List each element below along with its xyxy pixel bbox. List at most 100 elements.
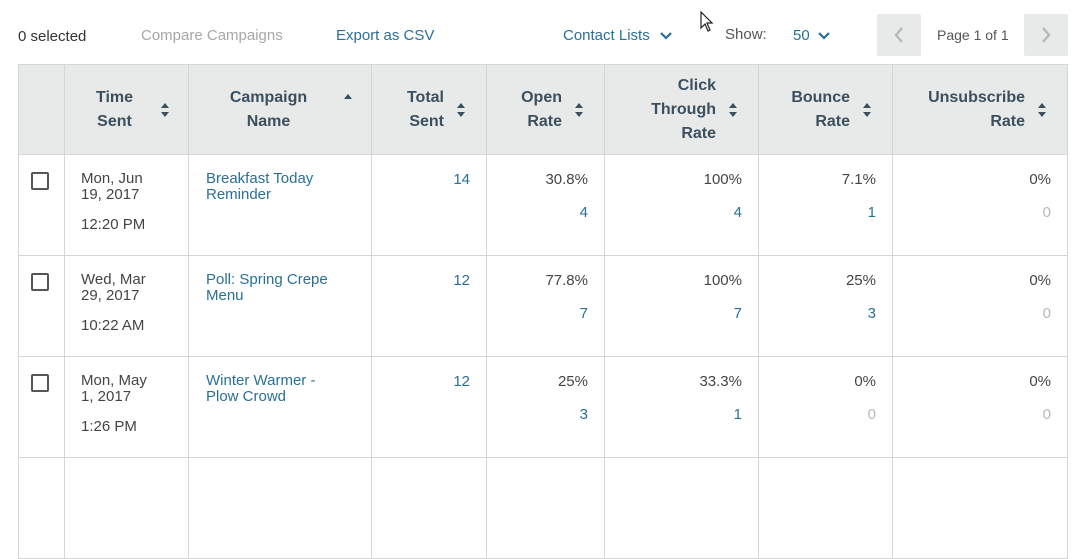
sort-icon (161, 102, 169, 117)
open-rate-value: 25% (557, 373, 588, 390)
campaign-name-cell: Poll: Spring Crepe Menu (188, 255, 372, 357)
table-cell (371, 457, 487, 559)
header-line: Rate (990, 112, 1025, 130)
table-header-row: Time Sent Campaign Name (18, 64, 1068, 155)
campaign-name-line: Poll: Spring Crepe (206, 271, 328, 288)
sort-icon (457, 102, 465, 117)
column-header-total-sent[interactable]: Total Sent (371, 64, 487, 155)
column-header-label: Campaign Name (206, 86, 331, 134)
bounce-count-link[interactable]: 3 (867, 305, 876, 322)
sent-date-line: Mon, Jun (81, 170, 143, 187)
column-header-bounce-rate[interactable]: Bounce Rate (758, 64, 893, 155)
table-cell (604, 457, 759, 559)
total-sent-link[interactable]: 14 (453, 171, 470, 188)
click-rate-value: 100% (703, 171, 742, 188)
unsubscribe-rate-value: 0% (1029, 373, 1051, 390)
column-header-campaign-name[interactable]: Campaign Name (188, 64, 372, 155)
column-header-unsubscribe-rate[interactable]: Unsubscribe Rate (892, 64, 1068, 155)
column-header-time-sent[interactable]: Time Sent (64, 64, 189, 155)
table-row: Mon, Jun 19, 2017 12:20 PM Breakfast Tod… (18, 154, 1068, 256)
previous-page-button[interactable] (877, 14, 921, 56)
header-line: Time (95, 88, 134, 106)
open-rate-value: 30.8% (545, 171, 588, 188)
campaign-link[interactable]: Poll: Spring Crepe Menu (189, 256, 371, 304)
unsubscribe-rate-cell: 0% 0 (892, 356, 1068, 458)
row-checkbox[interactable] (31, 374, 49, 392)
click-count-link[interactable]: 1 (733, 406, 742, 423)
table-cell (188, 457, 372, 559)
column-header-label: Total Sent (384, 86, 444, 134)
bounce-count: 0 (867, 406, 876, 423)
select-cell (18, 255, 65, 357)
chevron-right-icon (1042, 27, 1051, 43)
header-line: Sent (97, 112, 132, 130)
show-label: Show: (725, 26, 767, 43)
bounce-rate-cell: 7.1% 1 (758, 154, 893, 256)
column-header-label: Bounce Rate (771, 86, 850, 134)
total-sent-link[interactable]: 12 (453, 272, 470, 289)
campaign-report-table: Time Sent Campaign Name (18, 64, 1068, 559)
campaign-name-cell: Breakfast Today Reminder (188, 154, 372, 256)
show-count-dropdown[interactable]: 50 (793, 27, 830, 45)
sort-icon (575, 102, 583, 117)
total-sent-cell: 14 (371, 154, 487, 256)
unsubscribe-rate-cell: 0% 0 (892, 255, 1068, 357)
campaign-name-cell: Winter Warmer - Plow Crowd (188, 356, 372, 458)
campaign-name-line: Breakfast Today (206, 170, 314, 187)
unsubscribe-count: 0 (1042, 305, 1051, 322)
table-row: Wed, Mar 29, 2017 10:22 AM Poll: Spring … (18, 255, 1068, 357)
sent-time: 12:20 PM (81, 216, 146, 233)
contact-lists-dropdown[interactable]: Contact Lists (563, 27, 672, 45)
open-count-link[interactable]: 7 (579, 305, 588, 322)
bounce-rate-value: 25% (845, 272, 876, 289)
campaign-link[interactable]: Breakfast Today Reminder (189, 155, 371, 203)
unsubscribe-rate-cell: 0% 0 (892, 154, 1068, 256)
open-count-link[interactable]: 3 (579, 406, 588, 423)
column-header-label: Unsubscribe Rate (905, 86, 1025, 134)
column-header-click-through-rate[interactable]: Click Through Rate (604, 64, 759, 155)
total-sent-link[interactable]: 12 (453, 373, 470, 390)
mouse-cursor-icon (700, 11, 714, 32)
click-count-link[interactable]: 4 (733, 204, 742, 221)
sent-date-line: 29, 2017 (81, 287, 140, 304)
table-cell (64, 457, 189, 559)
row-checkbox[interactable] (31, 273, 49, 291)
next-page-button[interactable] (1024, 14, 1068, 56)
chevron-down-icon (818, 32, 830, 40)
contact-lists-label: Contact Lists (563, 27, 650, 44)
sort-icon (729, 102, 737, 117)
open-count-link[interactable]: 4 (579, 204, 588, 221)
table-row (18, 457, 1068, 559)
sent-date-line: Wed, Mar (81, 271, 146, 288)
campaign-name-line: Reminder (206, 186, 272, 203)
time-sent-cell: Wed, Mar 29, 2017 10:22 AM (64, 255, 189, 357)
bounce-rate-value: 0% (854, 373, 876, 390)
click-rate-value: 100% (703, 272, 742, 289)
click-count-link[interactable]: 7 (733, 305, 742, 322)
table-cell (892, 457, 1068, 559)
sort-icon (863, 102, 871, 117)
sort-icon (1038, 102, 1046, 117)
sent-date-line: 1, 2017 (81, 388, 132, 405)
table-row: Mon, May 1, 2017 1:26 PM Winter Warmer -… (18, 356, 1068, 458)
export-csv-button[interactable]: Export as CSV (336, 27, 435, 44)
column-header-open-rate[interactable]: Open Rate (486, 64, 605, 155)
open-rate-cell: 25% 3 (486, 356, 605, 458)
header-line: Rate (527, 112, 562, 130)
header-line: Bounce (791, 88, 850, 106)
header-line: Through (651, 100, 716, 118)
campaign-link[interactable]: Winter Warmer - Plow Crowd (189, 357, 371, 405)
sent-time: 10:22 AM (81, 317, 145, 334)
compare-campaigns-button[interactable]: Compare Campaigns (141, 27, 283, 44)
sent-date-line: 19, 2017 (81, 186, 140, 203)
bounce-count-link[interactable]: 1 (867, 204, 876, 221)
header-line: Total (406, 88, 444, 106)
bounce-rate-cell: 0% 0 (758, 356, 893, 458)
bounce-rate-value: 7.1% (841, 171, 876, 188)
header-line: Name (246, 112, 291, 130)
header-line: Open (521, 88, 562, 106)
header-line: Unsubscribe (928, 88, 1025, 106)
column-header-label: Open Rate (499, 86, 562, 134)
page-indicator: Page 1 of 1 (937, 27, 1009, 43)
row-checkbox[interactable] (31, 172, 49, 190)
